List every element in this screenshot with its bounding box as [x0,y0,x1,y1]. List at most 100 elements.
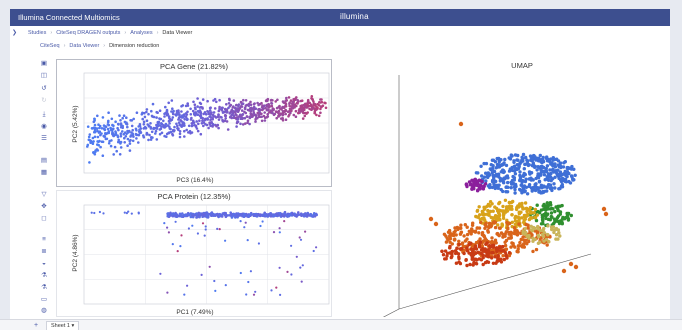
data-point [243,116,247,120]
data-point [483,226,487,230]
data-point [477,185,482,189]
data-point [191,214,194,217]
data-point [448,236,453,241]
data-point [565,174,569,179]
data-point [142,123,146,126]
data-point [212,111,216,114]
select-icon[interactable]: ◻ [41,215,47,222]
sliders-icon[interactable]: ☰ [41,135,47,142]
list-icon[interactable]: ≡ [42,236,46,243]
breadcrumb-citeseq-dragen[interactable]: CiteSeq DRAGEN outputs [56,30,121,36]
breadcrumb-analyses[interactable]: Analyses [130,30,153,36]
data-point [549,157,553,161]
data-point [476,179,480,184]
data-point [479,164,483,168]
data-point [537,189,542,193]
data-point [138,128,141,131]
globe-icon[interactable]: ◍ [41,307,47,314]
document-icon[interactable]: ▤ [40,157,48,164]
pca-protein-panel[interactable]: PCA Protein (12.35%) PC1 (7.49%) PC2 (4.… [56,190,332,317]
data-point [258,102,262,106]
sub-breadcrumb-data-viewer[interactable]: Data Viewer [69,43,100,49]
data-point [542,189,547,194]
data-point [149,127,153,130]
refresh-icon[interactable]: ↺ [41,85,47,92]
data-point [174,215,177,218]
data-point [208,109,212,112]
data-point [536,175,541,180]
pca-gene-panel[interactable]: PCA Gene (21.82%) PC3 (16.4%) PC2 (5.42%… [56,59,332,187]
x-axis-label: PC3 (16.4%) [176,177,213,184]
data-point [224,284,227,287]
data-point [129,134,133,137]
data-point [495,217,499,222]
layers-icon[interactable]: ◫ [40,72,48,79]
data-point [496,172,501,176]
data-point [288,102,291,106]
data-point [531,236,535,240]
umap-panel[interactable]: UMAP [336,59,668,317]
data-point [491,164,495,168]
data-point [553,165,558,169]
data-point [511,181,516,186]
sidebar-toggle-icon[interactable]: ❯ [12,30,18,36]
data-point [552,182,556,186]
add-sheet-button[interactable]: + [34,322,39,329]
data-point [197,122,200,126]
data-point [256,101,259,105]
data-point [471,247,476,252]
bar-icon[interactable]: ▭ [40,296,48,303]
data-point [544,237,549,242]
brush-icon[interactable]: ✥ [41,203,47,210]
data-point [189,118,193,121]
data-point [319,107,322,111]
data-point [270,102,274,105]
data-point [473,230,478,234]
data-point [281,113,285,116]
camera-icon[interactable]: ◉ [41,123,47,130]
data-point [501,204,505,209]
data-point [501,235,505,239]
data-point [103,127,106,131]
download-icon[interactable]: ⤓ [42,111,46,118]
data-point [88,133,92,136]
data-point [202,124,205,128]
data-point [513,228,517,232]
data-point [549,214,553,219]
box-icon[interactable]: ▦ [40,169,48,176]
car-icon[interactable]: ◒ [42,260,46,267]
data-point [306,104,309,108]
pca-gene-plot[interactable]: PC3 (16.4%) PC2 (5.42%) [57,60,333,188]
data-point [160,125,163,128]
data-point [468,262,472,267]
data-point [465,263,469,268]
data-point [300,99,304,102]
data-point [210,214,213,217]
filter-icon[interactable]: ▽ [41,191,47,198]
data-point [479,248,484,252]
flask-alt-icon[interactable]: ⚗ [41,284,47,291]
data-point [474,240,479,245]
data-point [132,135,135,138]
redo-icon[interactable]: ↻ [41,97,47,104]
data-point [532,211,536,215]
sheet-tab[interactable]: Sheet 1 ▾ [46,321,80,330]
breadcrumb-studies[interactable]: Studies [28,30,47,36]
data-point [176,250,179,253]
data-point [289,99,293,102]
list-alt-icon[interactable]: ≣ [41,248,47,255]
data-point [239,117,242,120]
sub-breadcrumb-citeseq[interactable]: CiteSeq [40,43,60,49]
flask-icon[interactable]: ⚗ [41,272,47,279]
data-point [493,238,498,242]
data-point [521,152,526,157]
data-point [484,221,488,226]
data-point [160,131,164,135]
umap-plot[interactable] [336,59,668,317]
save-icon[interactable]: ▣ [40,60,48,67]
brand-logo: illumina [340,12,369,21]
pca-protein-plot[interactable]: PC1 (7.49%) PC2 (4.86%) [57,191,333,318]
data-point [492,182,496,186]
data-point [145,119,149,122]
data-point [271,111,274,115]
